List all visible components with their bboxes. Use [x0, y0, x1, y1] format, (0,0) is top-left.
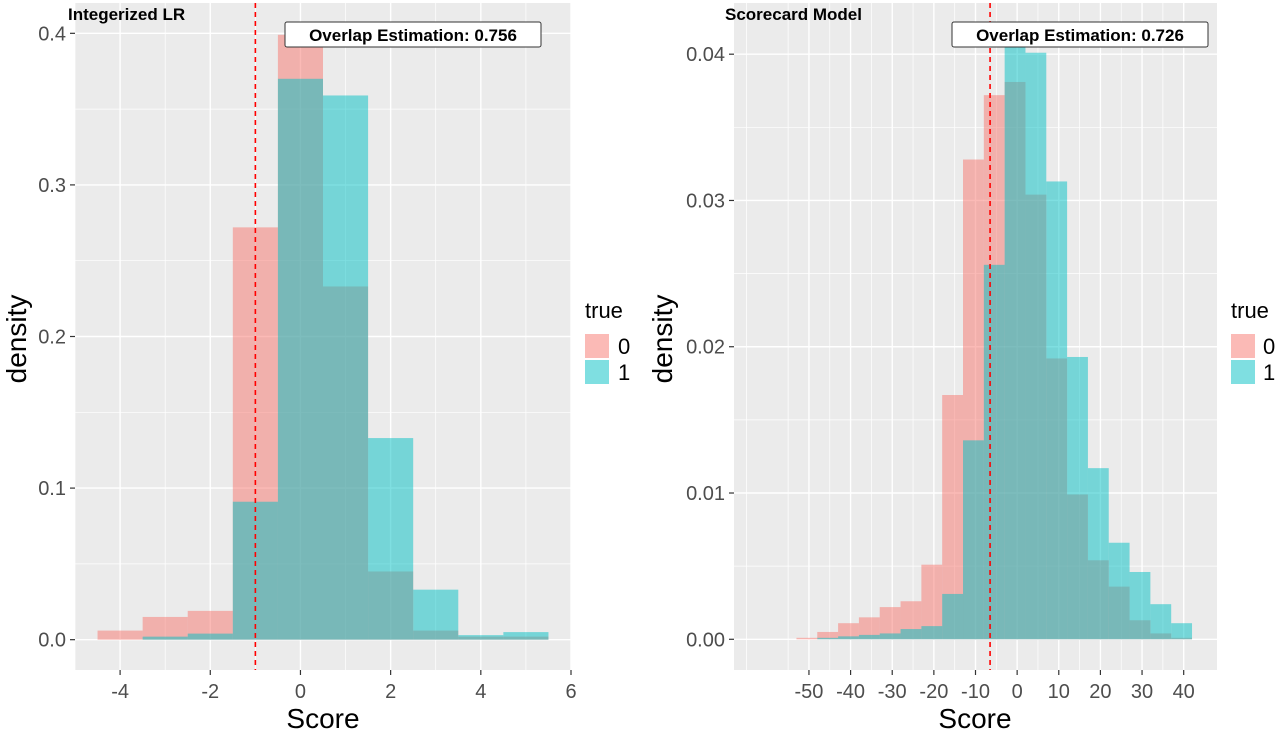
histogram-bar-series-1: [503, 632, 549, 640]
histogram-bar-series-1: [1171, 623, 1193, 640]
histogram-bar-series-1: [817, 637, 839, 640]
legend-swatch-0: [1231, 334, 1255, 358]
histogram-bar-series-1: [1150, 604, 1172, 640]
y-tick-label: 0.02: [686, 337, 725, 359]
x-axis-ticks: -4 -2 0 2 4 6: [111, 670, 577, 703]
histogram-bar-series-1: [142, 636, 188, 640]
histogram-bar-series-1: [983, 264, 1005, 640]
histogram-bar-series-1: [1046, 181, 1068, 640]
histogram-bar-series-1: [921, 626, 943, 640]
x-tick-label: -10: [961, 681, 990, 703]
x-axis-title: Score: [938, 703, 1011, 733]
chart-title: Integerized LR: [68, 5, 185, 24]
histogram-bar-series-1: [458, 635, 504, 640]
histogram-bar-series-1: [963, 440, 984, 640]
chart-title: Scorecard Model: [725, 5, 862, 24]
histogram-bar-series-1: [323, 95, 369, 640]
y-axis-title: density: [1, 295, 32, 384]
x-tick-label: -50: [794, 681, 823, 703]
x-tick-label: -40: [836, 681, 865, 703]
histogram-bar-series-1: [277, 78, 323, 640]
y-tick-label: 0.1: [38, 478, 66, 500]
histogram-bar-series-0: [142, 616, 188, 640]
panel-scorecard-model: -50 -40 -30 -20 -10 0 10 20 30 40 0.000.010.020.0…: [647, 3, 1217, 733]
histogram-bar-series-0: [796, 637, 818, 640]
y-tick-label: 0.3: [38, 175, 66, 197]
histogram-bar-series-1: [900, 629, 922, 640]
x-tick-label: 10: [1048, 681, 1070, 703]
histogram-bar-series-1: [187, 633, 233, 640]
x-tick-label: 20: [1089, 681, 1111, 703]
legend-label-1: 1: [1263, 360, 1275, 385]
legend-swatch-1: [1231, 360, 1255, 384]
legend-title: true: [585, 298, 623, 323]
histogram-bar-series-1: [413, 589, 459, 640]
histogram-bar-series-1: [858, 634, 880, 640]
histogram-bar-series-0: [838, 623, 859, 640]
legend-title: true: [1231, 298, 1269, 323]
y-tick-label: 0.4: [38, 23, 66, 45]
overlap-annotation-box: [284, 21, 542, 48]
series-1-bars: [817, 36, 1193, 640]
histogram-bar-series-1: [1087, 468, 1109, 640]
overlap-annotation-box: [951, 21, 1209, 48]
y-tick-label: 0.0: [38, 630, 66, 652]
overlap-annotation: Overlap Estimation: 0.726: [976, 26, 1184, 45]
x-axis-title: Score: [286, 703, 359, 733]
x-tick-label: 40: [1173, 681, 1195, 703]
histogram-bar-series-1: [1004, 36, 1026, 640]
histogram-bar-series-1: [942, 593, 964, 640]
histogram-bar-series-1: [1067, 356, 1088, 640]
histogram-bar-series-1: [838, 636, 859, 640]
histogram-bar-series-1: [879, 633, 901, 640]
legend-label-1: 1: [618, 360, 630, 385]
x-axis-ticks: -50 -40 -30 -20 -10 0 10 20 30 40: [794, 670, 1195, 703]
histogram-bar-series-0: [942, 395, 964, 640]
legend-panel-1: true 0 1: [585, 298, 630, 385]
legend-swatch-1: [585, 360, 609, 384]
overlap-annotation: Overlap Estimation: 0.756: [309, 26, 517, 45]
histogram-bar-series-1: [1108, 542, 1130, 640]
x-tick-label: 0: [295, 681, 306, 703]
x-tick-label: -20: [919, 681, 948, 703]
legend-panel-2: true 0 1: [1231, 298, 1275, 385]
panel-integerized-lr: -4 -2 0 2 4 6 0.00.10.20.30.4 Integerized LR …: [1, 3, 577, 733]
legend-swatch-0: [585, 334, 609, 358]
histogram-bar-series-1: [1129, 571, 1151, 640]
legend-label-0: 0: [618, 334, 630, 359]
x-tick-label: 2: [385, 681, 396, 703]
x-tick-label: -4: [111, 681, 129, 703]
y-axis-title: density: [647, 295, 678, 384]
histogram-bar-series-0: [879, 607, 901, 640]
y-axis-ticks: 0.00 0.01 0.02 0.03 0.04: [686, 44, 734, 651]
histogram-bar-series-0: [97, 630, 143, 640]
histogram-bar-series-0: [858, 617, 880, 640]
legend-label-0: 0: [1263, 334, 1275, 359]
y-tick-label: 0.2: [38, 327, 66, 349]
x-tick-label: 6: [565, 681, 576, 703]
x-tick-label: 0: [1012, 681, 1023, 703]
histogram-bar-series-1: [1025, 52, 1047, 640]
y-tick-label: 0.04: [686, 44, 725, 66]
y-tick-label: 0.00: [686, 629, 725, 651]
x-tick-label: -2: [201, 681, 219, 703]
series-1-bars: [142, 78, 549, 640]
y-tick-label: 0.01: [686, 483, 725, 505]
histogram-bar-series-1: [368, 438, 414, 640]
x-tick-label: 4: [475, 681, 486, 703]
x-tick-label: -30: [878, 681, 907, 703]
histogram-bar-series-0: [817, 631, 839, 640]
y-tick-label: 0.03: [686, 190, 725, 212]
histogram-bar-series-0: [921, 564, 943, 640]
y-axis-ticks: 0.0 0.1 0.2 0.3 0.4: [38, 23, 75, 652]
x-tick-label: 30: [1131, 681, 1153, 703]
